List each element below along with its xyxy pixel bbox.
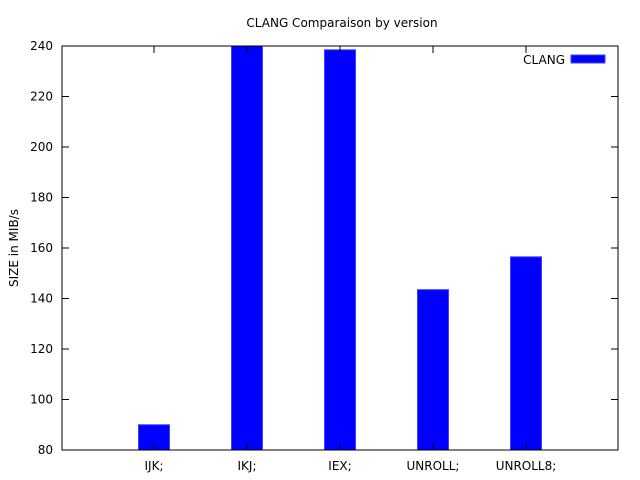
chart-title: CLANG Comparaison by version bbox=[246, 16, 437, 30]
y-tick-label: 80 bbox=[38, 443, 53, 457]
y-tick-label: 220 bbox=[30, 90, 53, 104]
legend-swatch-clang bbox=[570, 54, 606, 64]
bar bbox=[231, 45, 263, 451]
y-tick-label: 160 bbox=[30, 241, 53, 255]
x-tick-label: IEX; bbox=[328, 459, 351, 473]
y-tick-label: 180 bbox=[30, 191, 53, 205]
y-tick-label: 240 bbox=[30, 39, 53, 53]
x-tick-label: UNROLL; bbox=[407, 459, 460, 473]
x-tick-label: IKJ; bbox=[238, 459, 257, 473]
bar bbox=[510, 256, 542, 451]
x-tick-label: IJK; bbox=[145, 459, 164, 473]
bar bbox=[324, 49, 356, 451]
x-tick-label: UNROLL8; bbox=[496, 459, 557, 473]
ticks-group: 80 100 120 140 160 180 200 220 240 IJK; IKJ; IEX; UN… bbox=[30, 39, 618, 473]
legend: CLANG bbox=[523, 53, 606, 67]
legend-label-clang: CLANG bbox=[523, 53, 565, 67]
y-tick-label: 100 bbox=[30, 393, 53, 407]
y-tick-label: 140 bbox=[30, 292, 53, 306]
plot-frame bbox=[61, 45, 619, 451]
y-tick-label: 120 bbox=[30, 342, 53, 356]
bar bbox=[417, 289, 449, 451]
y-tick-label: 200 bbox=[30, 140, 53, 154]
y-axis-label: SIZE in MIB/s bbox=[7, 209, 21, 287]
bars-group bbox=[138, 45, 542, 451]
